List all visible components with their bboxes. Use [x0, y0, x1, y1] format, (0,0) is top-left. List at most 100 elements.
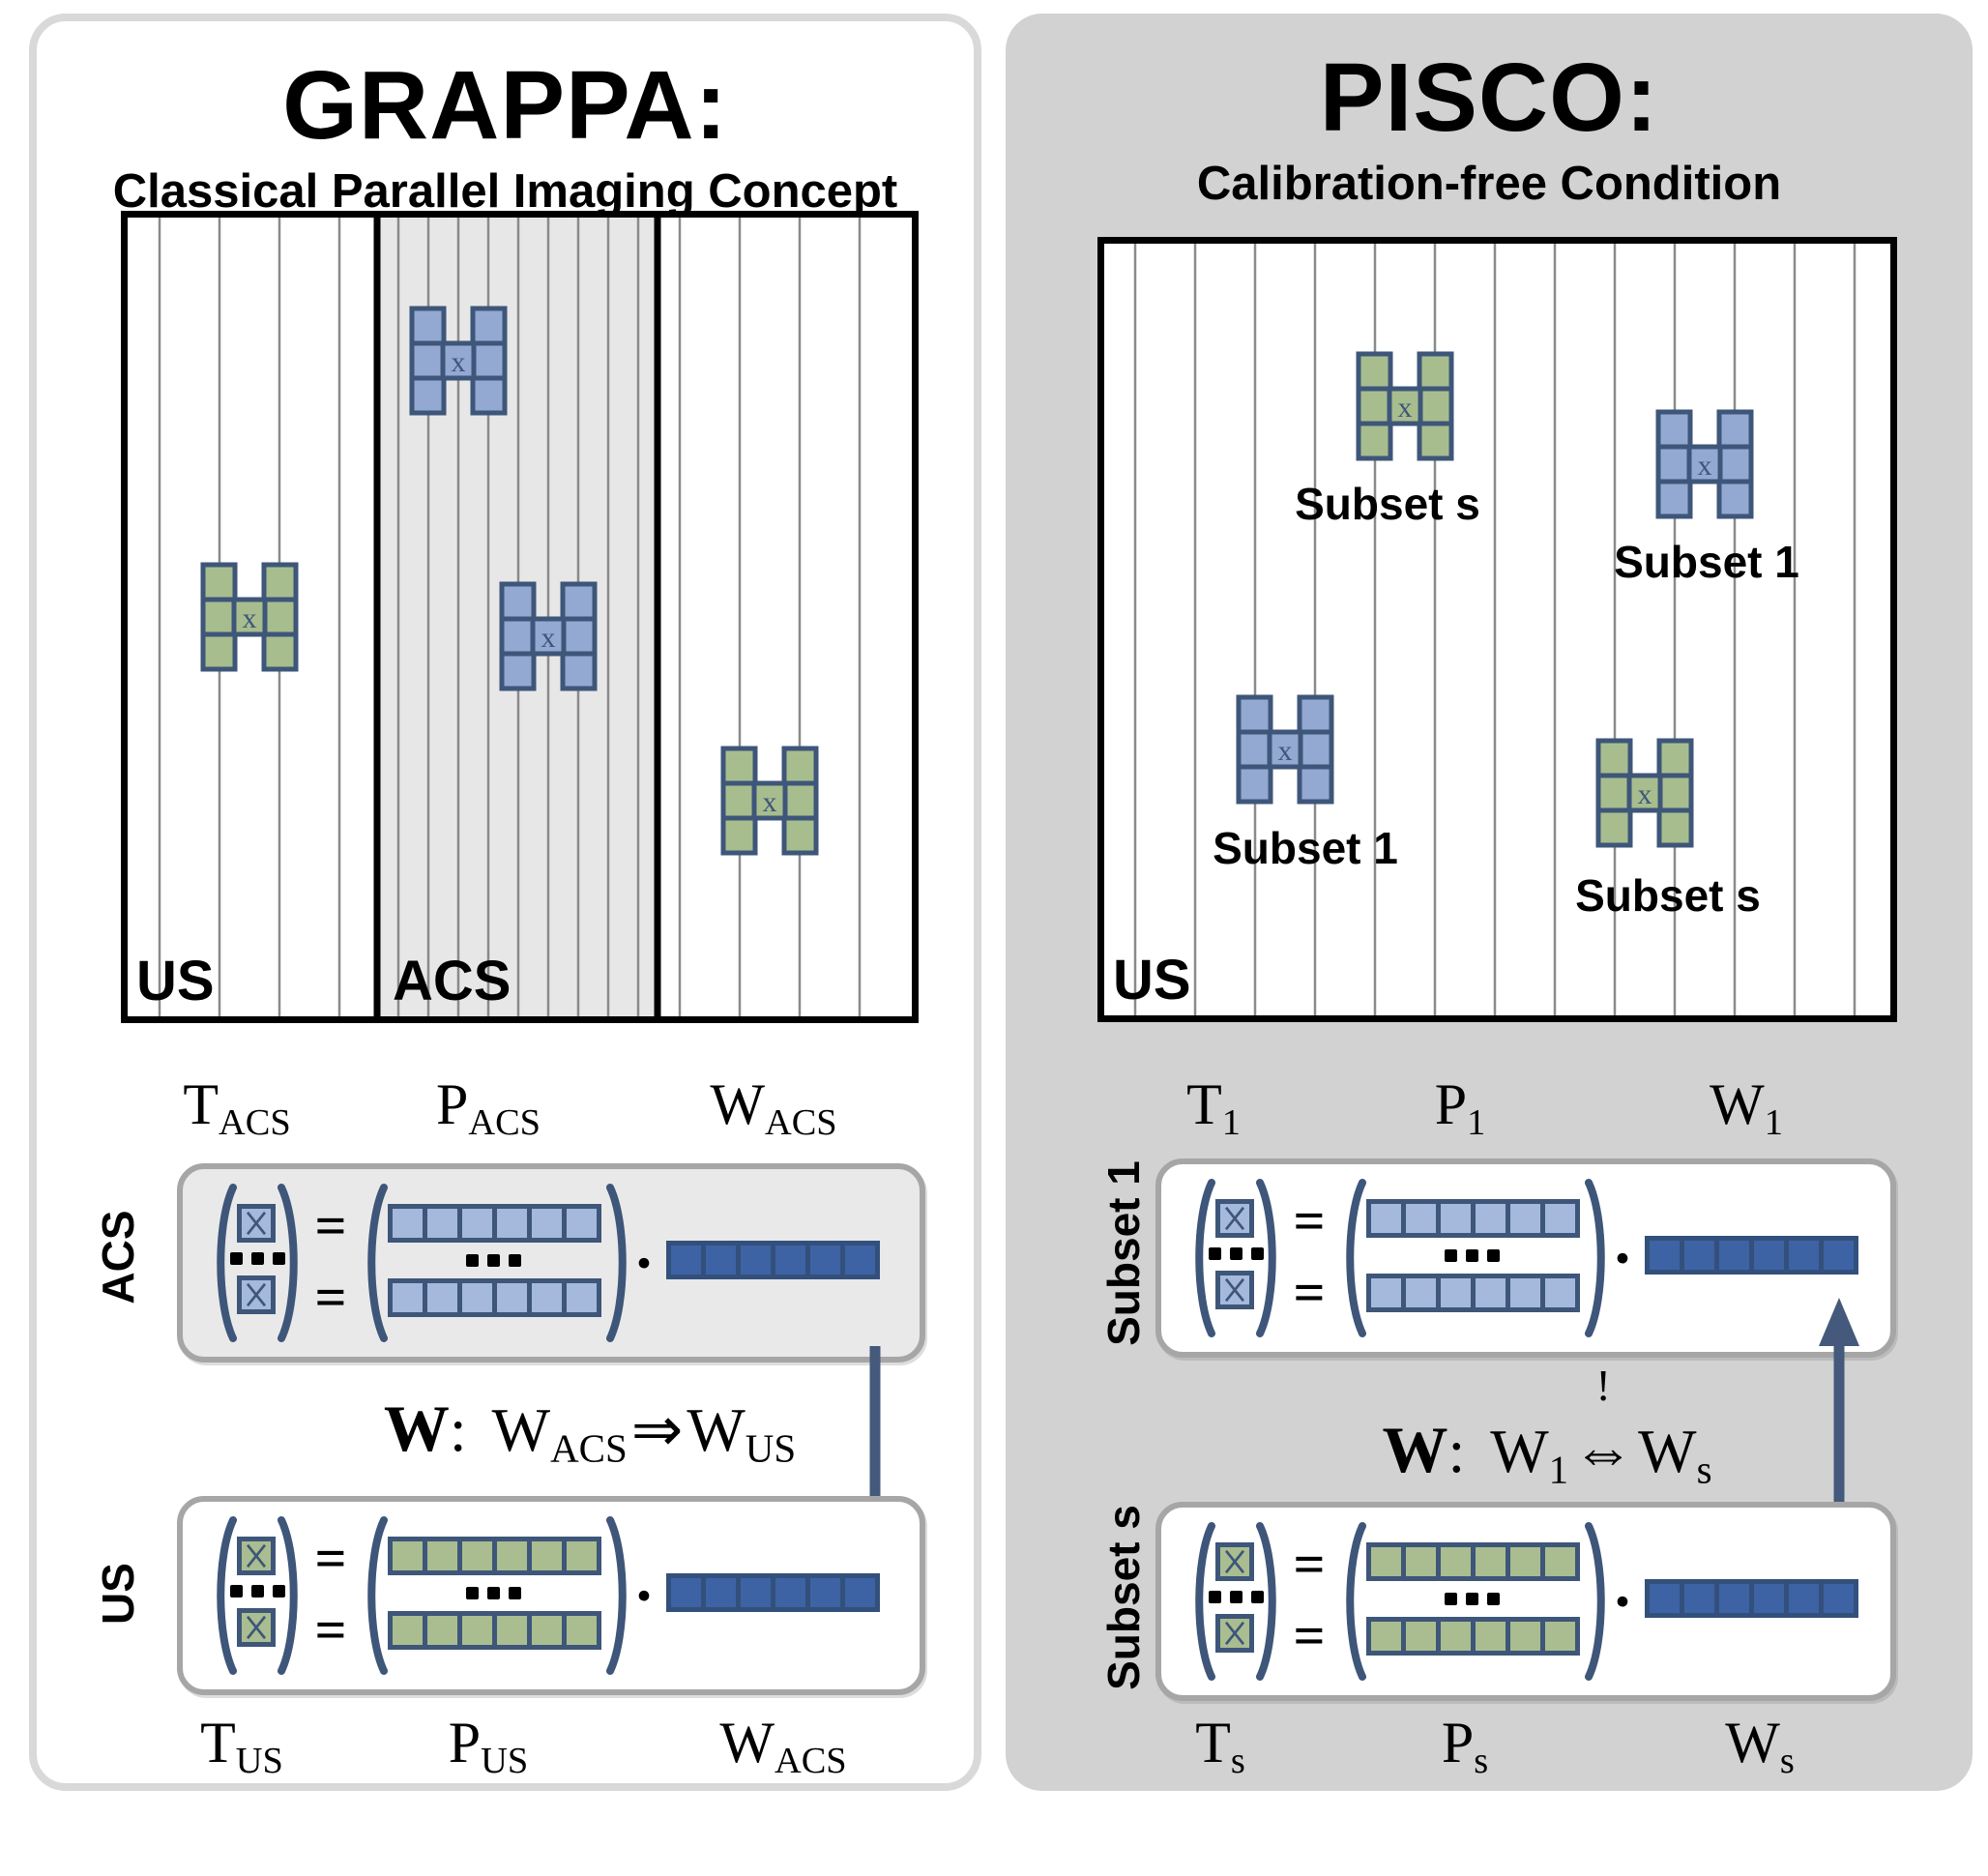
kernel-green: x — [200, 562, 299, 672]
weight-vector-cell — [771, 1241, 810, 1279]
pisco-kspace-diagram: x Subset s x Subset 1 x Subset 1 x Subset s US — [1097, 237, 1897, 1022]
ellipsis-dots — [466, 1587, 521, 1599]
patch-matrix-cell — [1401, 1617, 1441, 1656]
open-paren — [1346, 1522, 1366, 1681]
equals-sign: = — [314, 1194, 347, 1257]
patch-matrix-cell — [457, 1204, 497, 1243]
weight-vector-cell — [771, 1573, 810, 1612]
weight-vector-cell — [840, 1573, 880, 1612]
patch-matrix-cell — [1401, 1274, 1441, 1312]
weight-vector-cell — [701, 1573, 741, 1612]
patch-matrix-cell — [562, 1204, 601, 1243]
pisco-header-t1: T1 — [1186, 1072, 1241, 1143]
kernel-target-mark: x — [1398, 392, 1413, 424]
weight-vector-cell — [1680, 1236, 1719, 1275]
weight-vector-cell — [1749, 1236, 1789, 1275]
weight-vector-cell — [701, 1241, 741, 1279]
multiplication-dot: · — [633, 1228, 656, 1299]
x-mark — [246, 1615, 267, 1640]
ellipsis-dots — [1445, 1593, 1500, 1605]
close-paren — [1256, 1522, 1276, 1681]
ellipsis-dots — [1445, 1249, 1500, 1262]
patch-matrix-cell — [388, 1278, 427, 1317]
weight-vector — [1645, 1236, 1858, 1275]
close-paren — [606, 1516, 627, 1675]
patch-matrix-cell — [1540, 1199, 1580, 1238]
grappa-weight-rule-formula: W: WACS ⇒WUS — [383, 1392, 797, 1471]
weight-vector-cell — [1645, 1236, 1684, 1275]
equals-sign: = — [314, 1527, 347, 1590]
close-paren — [278, 1516, 298, 1675]
multiplication-dot: · — [1612, 1223, 1634, 1294]
weight-vector-cell — [666, 1241, 706, 1279]
patch-matrix-cell — [1506, 1274, 1545, 1312]
weight-vector — [666, 1241, 880, 1279]
pisco-weight-rule-formula: W: W1! ⇔Ws — [1382, 1361, 1712, 1492]
close-paren — [278, 1184, 298, 1342]
patch-matrix-row — [1366, 1274, 1580, 1312]
pisco-title: PISCO: — [1319, 44, 1659, 152]
patch-matrix-row — [1366, 1199, 1580, 1238]
kernel-green: x — [1356, 351, 1454, 461]
kspace-region-label: US — [1113, 949, 1191, 1011]
pisco-subsets-row-label: Subset s — [1098, 1505, 1149, 1690]
pisco-subset1-equation-box: = = · — [1155, 1158, 1896, 1358]
weight-vector-cell — [1645, 1579, 1684, 1618]
grappa-header-p-acs: PACS — [435, 1072, 541, 1143]
grappa-title: GRAPPA: — [282, 51, 728, 160]
pisco-header-p1: P1 — [1434, 1072, 1486, 1143]
patch-matrix-cell — [1540, 1274, 1580, 1312]
equals-sign: = — [1293, 1261, 1326, 1324]
weight-vector-cell — [805, 1573, 845, 1612]
target-vector-cell — [237, 1537, 276, 1575]
open-paren — [367, 1516, 388, 1675]
x-mark — [246, 1282, 267, 1307]
kernel-target-mark: x — [452, 346, 466, 378]
pisco-footer-ts: Ts — [1195, 1711, 1245, 1781]
patch-matrix-cell — [527, 1537, 567, 1575]
equals-sign: = — [1293, 1604, 1326, 1667]
patch-matrix-cell — [562, 1537, 601, 1575]
grappa-acs-equation-box: = = · — [177, 1163, 925, 1363]
patch-matrix-cell — [457, 1278, 497, 1317]
multiplication-dot: · — [1612, 1567, 1634, 1637]
kernel-target-mark: x — [1638, 778, 1652, 810]
weight-vector-cell — [666, 1573, 706, 1612]
kspace-border — [1097, 237, 1897, 1022]
patch-matrix-cell — [492, 1204, 532, 1243]
weight-vector-cell — [1819, 1579, 1858, 1618]
weight-vector-cell — [805, 1241, 845, 1279]
grappa-footer-p-us: PUS — [448, 1711, 529, 1781]
patch-matrix-cell — [388, 1537, 427, 1575]
grappa-footer-w-acs: WACS — [719, 1711, 847, 1781]
patch-matrix-row — [388, 1278, 601, 1317]
grappa-header-t-acs: TACS — [183, 1072, 291, 1143]
patch-matrix-cell — [1366, 1199, 1406, 1238]
patch-matrix-cell — [1401, 1542, 1441, 1581]
kernel-blue: x — [1655, 409, 1754, 519]
x-mark — [1224, 1621, 1245, 1646]
patch-matrix-cell — [527, 1611, 567, 1650]
patch-matrix-row — [388, 1204, 601, 1243]
weight-vector — [1645, 1579, 1858, 1618]
patch-matrix-cell — [1506, 1617, 1545, 1656]
patch-matrix-cell — [1436, 1617, 1476, 1656]
patch-matrix-cell — [388, 1204, 427, 1243]
kernel-green: x — [1595, 738, 1694, 848]
kernel-blue: x — [1236, 694, 1334, 805]
patch-matrix-cell — [562, 1278, 601, 1317]
patch-matrix-cell — [1471, 1617, 1510, 1656]
weight-vector-cell — [1749, 1579, 1789, 1618]
close-paren — [1585, 1179, 1605, 1337]
target-vector-cell — [237, 1275, 276, 1314]
ellipsis-dots — [230, 1585, 285, 1598]
kernel-target-mark: x — [243, 602, 257, 634]
kernel-blue: x — [499, 581, 598, 691]
kernel-target-mark: x — [763, 786, 777, 818]
close-paren — [1256, 1179, 1276, 1337]
open-paren — [367, 1184, 388, 1342]
patch-matrix-cell — [492, 1278, 532, 1317]
weight-vector-cell — [736, 1241, 775, 1279]
patch-matrix-cell — [1540, 1617, 1580, 1656]
kspace-border — [121, 211, 919, 1023]
